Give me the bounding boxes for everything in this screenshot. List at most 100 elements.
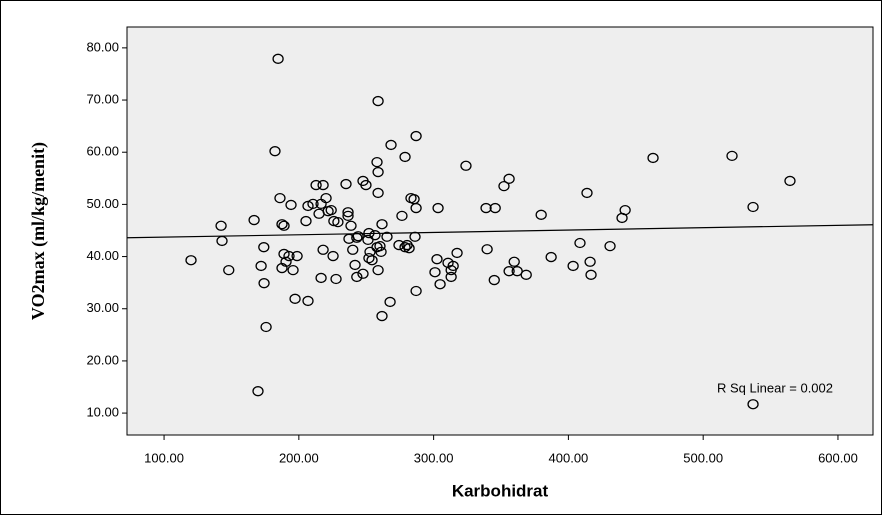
point xyxy=(274,192,286,204)
point xyxy=(347,244,359,255)
point xyxy=(585,269,597,280)
y-tick-label: 80.00 xyxy=(86,39,119,54)
point xyxy=(216,235,228,247)
point xyxy=(410,202,422,214)
point xyxy=(351,271,363,283)
point xyxy=(399,151,411,163)
point xyxy=(248,214,260,226)
point xyxy=(291,250,303,262)
point xyxy=(372,166,384,178)
point xyxy=(784,175,796,187)
point xyxy=(315,272,327,284)
point xyxy=(360,179,372,191)
point xyxy=(726,150,738,162)
point xyxy=(357,268,369,279)
point xyxy=(647,152,659,164)
point xyxy=(285,199,297,211)
point xyxy=(300,215,312,227)
point xyxy=(520,269,532,280)
point xyxy=(280,256,292,267)
point xyxy=(409,231,421,242)
x-tick-label: 600.00 xyxy=(818,450,858,465)
point xyxy=(269,146,281,157)
point xyxy=(460,160,472,171)
point xyxy=(431,254,443,265)
point xyxy=(215,220,227,231)
point xyxy=(393,239,405,251)
y-axis-title: VO2max (ml/kg/menit) xyxy=(28,142,49,320)
point xyxy=(434,279,446,290)
point xyxy=(376,310,388,322)
point xyxy=(363,252,375,264)
point xyxy=(385,139,397,151)
point xyxy=(327,250,339,262)
point xyxy=(503,266,515,277)
point xyxy=(255,260,267,272)
point xyxy=(432,202,444,214)
point xyxy=(396,210,408,222)
point xyxy=(330,273,342,285)
point xyxy=(349,259,361,271)
point xyxy=(545,251,557,263)
point xyxy=(503,173,515,184)
point xyxy=(381,231,393,242)
point xyxy=(351,232,363,243)
point xyxy=(498,180,510,192)
point xyxy=(340,178,352,190)
point xyxy=(481,244,493,255)
point xyxy=(258,278,270,289)
point xyxy=(374,240,386,252)
point xyxy=(342,210,354,222)
point xyxy=(276,262,288,274)
point xyxy=(260,321,272,333)
x-tick-label: 200.00 xyxy=(279,450,319,465)
point xyxy=(272,53,284,64)
point xyxy=(451,247,463,259)
point xyxy=(384,296,396,308)
point xyxy=(317,179,329,191)
x-axis-title: Karbohidrat xyxy=(452,481,549,500)
point xyxy=(317,244,329,255)
point xyxy=(287,264,299,276)
fit-line xyxy=(126,224,874,239)
point xyxy=(369,230,381,241)
point xyxy=(574,237,586,249)
point xyxy=(535,209,547,220)
point xyxy=(410,130,422,142)
point xyxy=(429,267,441,278)
point xyxy=(276,219,288,230)
point xyxy=(376,219,388,230)
point xyxy=(325,204,337,216)
point xyxy=(604,240,616,252)
x-tick-label: 300.00 xyxy=(414,450,454,465)
x-tick-label: 500.00 xyxy=(683,450,723,465)
point xyxy=(252,386,264,397)
point xyxy=(489,202,501,214)
point xyxy=(302,295,314,307)
point xyxy=(258,242,270,253)
point xyxy=(508,256,520,267)
point xyxy=(372,187,384,199)
point xyxy=(410,285,422,297)
point xyxy=(372,95,384,107)
point xyxy=(372,264,384,276)
point xyxy=(403,243,415,254)
point xyxy=(223,264,235,276)
point xyxy=(619,204,631,216)
point xyxy=(584,256,596,267)
y-tick-label: 20.00 xyxy=(86,352,119,367)
point xyxy=(342,207,354,218)
point xyxy=(371,156,383,168)
point xyxy=(480,202,492,214)
point xyxy=(567,260,579,272)
point xyxy=(278,220,290,231)
point xyxy=(581,187,593,199)
point xyxy=(511,266,523,277)
point xyxy=(363,227,375,239)
point xyxy=(445,271,457,283)
point xyxy=(332,216,344,228)
y-tick-label: 10.00 xyxy=(86,405,119,420)
x-tick-label: 100.00 xyxy=(144,450,184,465)
